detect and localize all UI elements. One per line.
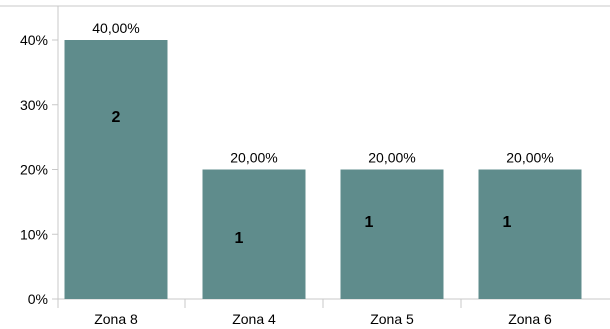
count-label: 1 (235, 230, 244, 247)
bar (340, 169, 444, 299)
bar (64, 40, 168, 299)
bar (478, 169, 582, 299)
x-tick-label: Zona 5 (370, 311, 414, 327)
bar (202, 169, 306, 299)
data-label: 20,00% (506, 150, 553, 166)
data-label: 20,00% (368, 150, 415, 166)
y-tick-label: 30% (20, 97, 48, 113)
x-tick-label: Zona 4 (232, 311, 276, 327)
data-label: 40,00% (92, 20, 139, 36)
x-tick-label: Zona 8 (94, 311, 138, 327)
bars: 40,00% 2 20,00% 1 20,00% 1 20,00% 1 (64, 20, 582, 299)
count-label: 1 (365, 214, 374, 231)
y-tick-label: 40% (20, 32, 48, 48)
count-label: 1 (503, 214, 512, 231)
y-axis: 0% 10% 20% 30% 40% (20, 32, 58, 307)
count-label: 2 (112, 109, 121, 126)
y-tick-label: 0% (28, 291, 48, 307)
x-tick-label: Zona 6 (508, 311, 552, 327)
x-axis: Zona 8 Zona 4 Zona 5 Zona 6 (57, 299, 552, 327)
y-tick-label: 20% (20, 162, 48, 178)
y-tick-label: 10% (20, 226, 48, 242)
data-label: 20,00% (230, 150, 277, 166)
